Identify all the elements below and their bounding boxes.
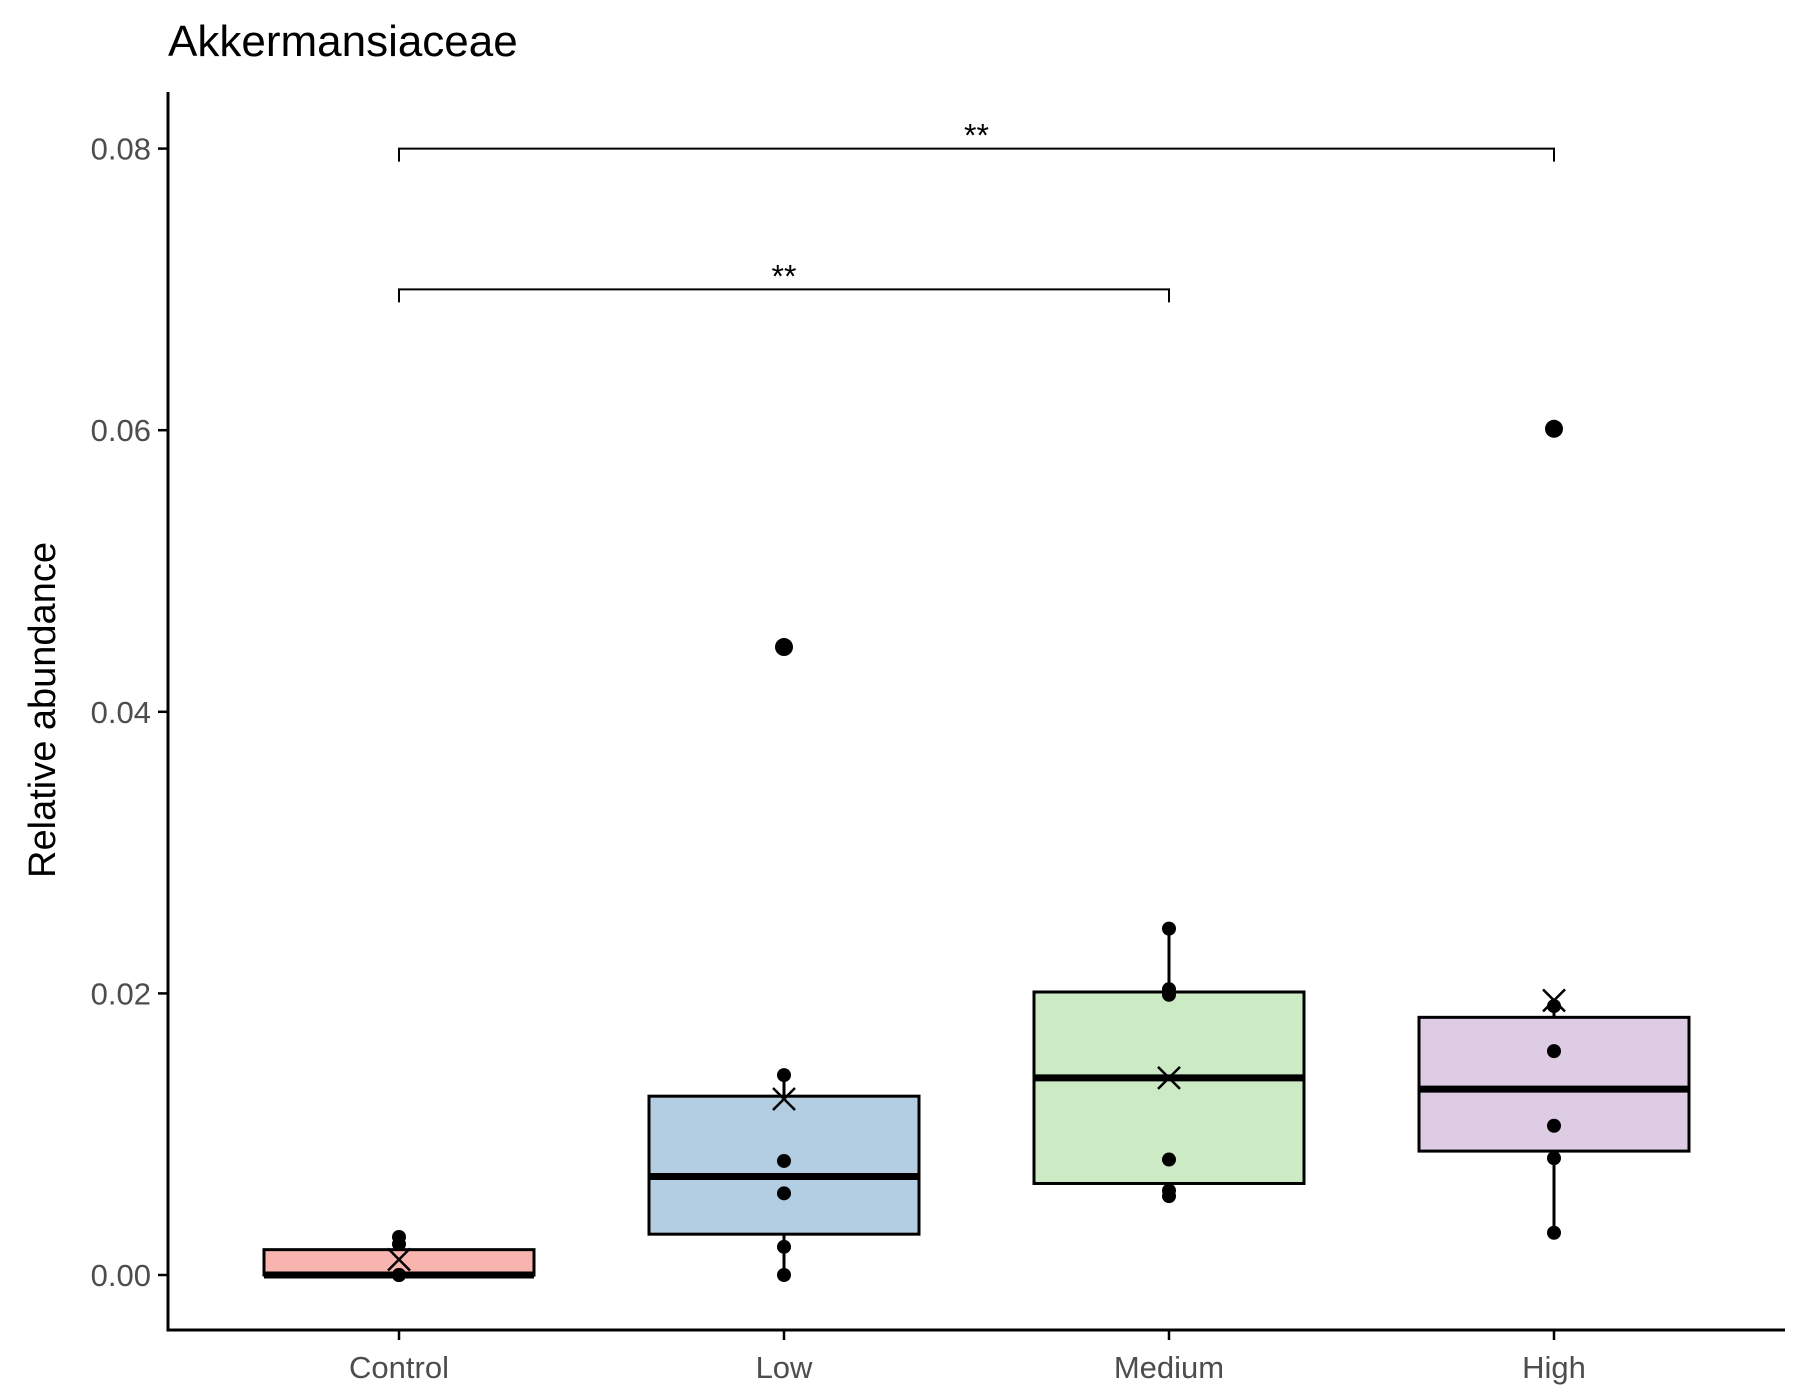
data-point xyxy=(1162,921,1176,936)
data-point xyxy=(777,1068,791,1083)
data-point xyxy=(392,1229,406,1244)
box-low xyxy=(647,638,921,1282)
data-point xyxy=(777,1186,791,1201)
x-tick-label: Medium xyxy=(1114,1350,1224,1385)
data-point xyxy=(1162,1183,1176,1198)
mean-marker xyxy=(772,1087,796,1111)
data-point xyxy=(1547,1225,1561,1240)
mean-marker xyxy=(387,1247,411,1272)
data-point xyxy=(1162,1152,1176,1167)
chart-title: Akkermansiaceae xyxy=(168,17,518,66)
data-point xyxy=(777,1153,791,1168)
box-body xyxy=(647,1094,921,1236)
box-control xyxy=(262,1229,536,1282)
y-tick-label: 0.00 xyxy=(91,1258,151,1293)
y-tick-label: 0.08 xyxy=(91,132,151,167)
data-point xyxy=(1547,1151,1561,1166)
bracket-line xyxy=(398,147,1555,162)
data-point xyxy=(777,1239,791,1254)
data-point xyxy=(392,1268,406,1282)
plot-area: 0.00 0.02 0.04 0.06 0.08 Control Low Medium High… xyxy=(91,92,1785,1385)
significance-bracket: ** xyxy=(398,258,1170,303)
y-axis-label: Relative abundance xyxy=(22,542,64,878)
data-point xyxy=(1547,1118,1561,1133)
significance-bracket: ** xyxy=(398,118,1555,162)
data-point xyxy=(777,1268,791,1282)
x-tick-label: Control xyxy=(349,1350,449,1385)
x-tick-label: Low xyxy=(756,1350,813,1385)
significance-label: ** xyxy=(964,118,989,154)
x-tick-label: High xyxy=(1522,1350,1586,1385)
y-tick-label: 0.02 xyxy=(91,976,151,1011)
y-tick-label: 0.04 xyxy=(91,695,151,730)
outlier-point xyxy=(1545,419,1563,438)
box-body xyxy=(1032,990,1306,1185)
significance-label: ** xyxy=(772,258,797,294)
box-medium xyxy=(1032,921,1306,1204)
data-point xyxy=(1547,1044,1561,1059)
mean-marker xyxy=(1542,988,1566,1013)
y-tick-label: 0.06 xyxy=(91,413,151,448)
bracket-line xyxy=(398,288,1170,303)
box-high xyxy=(1417,419,1691,1240)
data-point xyxy=(1162,982,1176,997)
outlier-point xyxy=(775,638,793,657)
mean-marker xyxy=(1157,1065,1181,1090)
